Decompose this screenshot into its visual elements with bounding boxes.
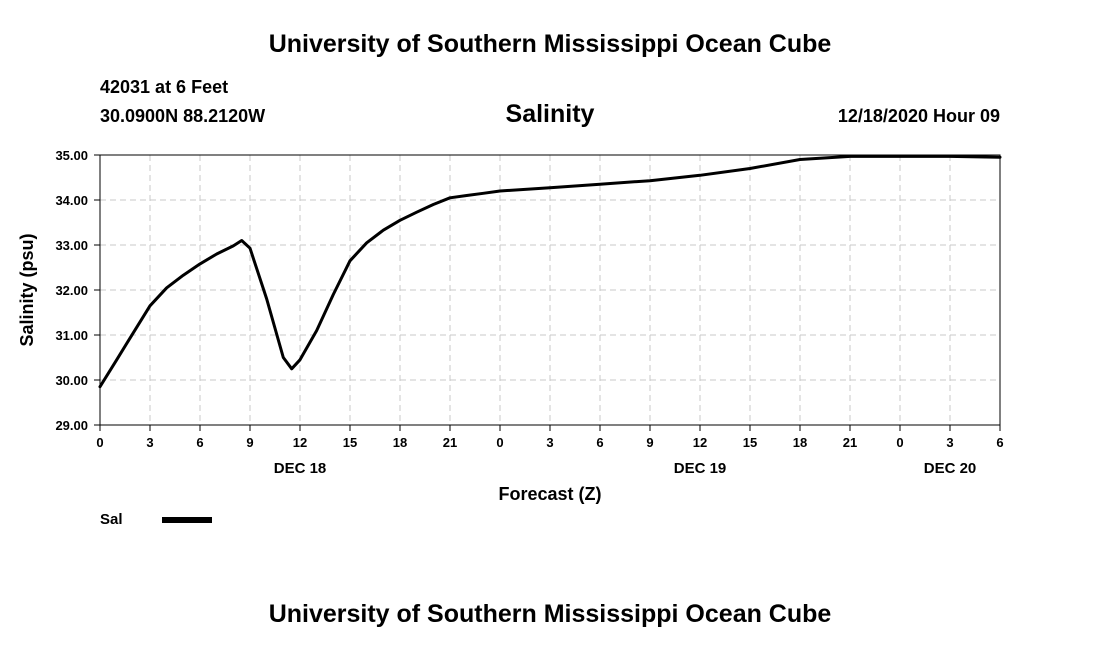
y-tick-label: 34.00 xyxy=(55,193,88,208)
x-tick-label: 6 xyxy=(996,435,1003,450)
forecast-datetime: 12/18/2020 Hour 09 xyxy=(837,106,1000,126)
chart-top-title: University of Southern Mississippi Ocean… xyxy=(268,30,832,58)
grid-lines xyxy=(100,155,1000,425)
x-tick-label: 15 xyxy=(743,435,757,450)
series-layer xyxy=(98,154,1002,389)
x-tick-label: 21 xyxy=(843,435,857,450)
x-tick-label: 18 xyxy=(793,435,807,450)
x-axis-title: Forecast (Z) xyxy=(498,484,601,504)
y-tick-label: 33.00 xyxy=(55,238,88,253)
x-tick-label: 3 xyxy=(946,435,953,450)
y-tick-label: 35.00 xyxy=(55,148,88,163)
x-tick-label: 12 xyxy=(693,435,707,450)
y-axis-title: Salinity (psu) xyxy=(17,233,37,346)
chart-bottom-title: University of Southern Mississippi Ocean… xyxy=(268,600,832,628)
x-tick-label: 3 xyxy=(546,435,553,450)
x-tick-label: 12 xyxy=(293,435,307,450)
x-tick-label: 0 xyxy=(896,435,903,450)
series-line-sal xyxy=(98,154,1002,389)
y-tick-label: 31.00 xyxy=(55,328,88,343)
x-tick-label: 0 xyxy=(496,435,503,450)
x-day-label: DEC 19 xyxy=(674,460,727,477)
x-tick-label: 21 xyxy=(443,435,457,450)
x-tick-label: 3 xyxy=(146,435,153,450)
x-tick-label: 6 xyxy=(196,435,203,450)
x-tick-label: 15 xyxy=(343,435,357,450)
x-tick-label: 6 xyxy=(596,435,603,450)
station-coordinates: 30.0900N 88.2120W xyxy=(100,106,266,126)
x-tick-label: 0 xyxy=(96,435,103,450)
x-tick-label: 9 xyxy=(246,435,253,450)
legend-label: Sal xyxy=(100,511,123,528)
x-tick-label: 9 xyxy=(646,435,653,450)
y-tick-label: 29.00 xyxy=(55,418,88,433)
x-tick-label: 18 xyxy=(393,435,407,450)
x-day-label: DEC 20 xyxy=(924,460,977,477)
x-day-label: DEC 18 xyxy=(274,460,327,477)
axis-layer: 0 3 6 9 12 15 18 21 0 3 6 9 12 15 18 21 0 3 6 29.00 30.00 31.… xyxy=(55,148,1003,477)
chart-subtitle: Salinity xyxy=(505,100,595,128)
y-tick-label: 30.00 xyxy=(55,373,88,388)
y-tick-label: 32.00 xyxy=(55,283,88,298)
station-label: 42031 at 6 Feet xyxy=(100,77,229,97)
